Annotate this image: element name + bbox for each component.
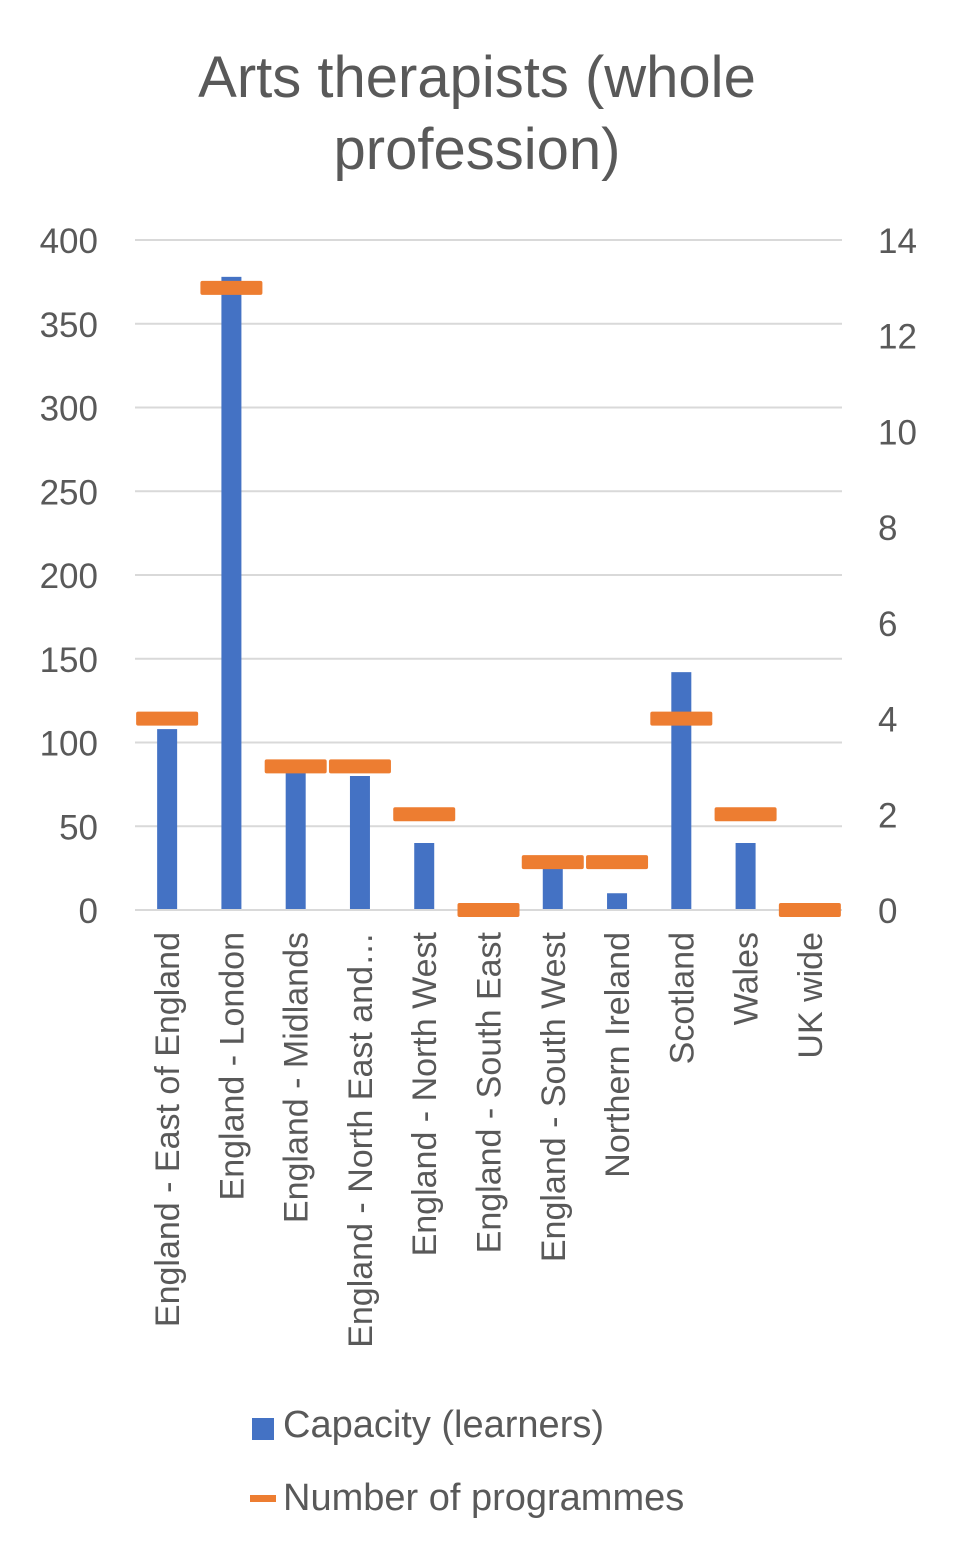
programme-marker <box>521 855 584 870</box>
x-category-label: England - London <box>213 932 251 1200</box>
programme-marker <box>586 855 649 870</box>
bar <box>349 776 370 910</box>
y-left-tick-label: 100 <box>40 725 98 764</box>
x-category-label: England - Midlands <box>278 932 316 1223</box>
programme-marker <box>200 280 263 295</box>
bar <box>671 672 692 910</box>
legend-swatch-dash <box>250 1495 276 1502</box>
x-category-label: Scotland <box>663 932 701 1064</box>
y-right-tick-label: 2 <box>878 796 897 835</box>
y-left-tick-label: 300 <box>40 390 98 429</box>
legend-swatch-bar <box>252 1418 274 1440</box>
bar <box>607 893 628 910</box>
programme-marker <box>328 759 391 774</box>
x-category-label: England - South East <box>471 931 509 1253</box>
x-category-label: England - East of England <box>149 932 187 1327</box>
y-right-tick-label: 14 <box>878 222 917 261</box>
bar <box>285 769 306 910</box>
x-category-label: England - North West <box>406 931 444 1256</box>
x-category-label: UK wide <box>792 932 830 1059</box>
y-left-tick-label: 0 <box>79 892 98 931</box>
programme-marker <box>264 759 327 774</box>
programme-marker <box>136 711 199 726</box>
y-left-tick-label: 50 <box>59 808 98 847</box>
bar <box>735 843 756 910</box>
chart-title-line-1: Arts therapists (whole <box>198 45 756 110</box>
bar <box>542 868 563 910</box>
programme-marker <box>457 903 520 917</box>
bar <box>414 843 435 910</box>
x-category-label: Northern Ireland <box>599 932 637 1178</box>
y-right-tick-label: 10 <box>878 413 917 452</box>
x-category-label: England - North East and… <box>342 932 380 1348</box>
y-left-tick-label: 400 <box>40 222 98 261</box>
legend-label-programmes: Number of programmes <box>283 1477 685 1519</box>
chart-title-line-2: profession) <box>333 117 621 182</box>
bar <box>157 729 178 910</box>
y-left-tick-label: 150 <box>40 641 98 680</box>
y-left-tick-label: 250 <box>40 473 98 512</box>
y-right-tick-label: 6 <box>878 605 897 644</box>
x-category-label: England - South West <box>535 931 573 1262</box>
programme-marker <box>650 711 713 726</box>
programme-marker <box>778 903 841 917</box>
y-right-tick-label: 4 <box>878 701 897 740</box>
y-right-tick-label: 0 <box>878 892 897 931</box>
programme-marker <box>393 807 456 822</box>
y-right-tick-label: 8 <box>878 509 897 548</box>
x-category-label: Wales <box>728 932 766 1025</box>
y-left-tick-label: 200 <box>40 557 98 596</box>
bar <box>221 276 242 911</box>
y-right-tick-label: 12 <box>878 318 917 357</box>
programme-marker <box>714 807 777 822</box>
y-left-tick-label: 350 <box>40 306 98 345</box>
legend-label-capacity: Capacity (learners) <box>283 1404 604 1446</box>
combo-chart: 0 50 100 150 200 250 300 350 400 0 2 4 6 8 10 12 14 Engla… <box>40 222 917 1348</box>
